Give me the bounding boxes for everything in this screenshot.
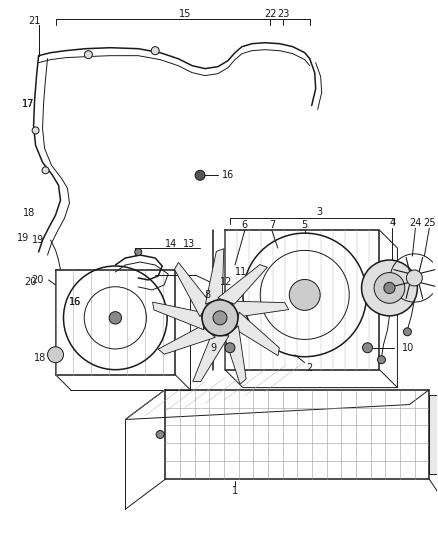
Text: 4: 4 [389,218,396,228]
Circle shape [156,431,164,439]
Text: 1: 1 [232,486,238,496]
Text: 16: 16 [69,297,81,307]
Text: 22: 22 [265,9,277,19]
Text: 5: 5 [302,220,308,230]
Polygon shape [158,326,215,354]
Circle shape [109,312,122,324]
Text: 17: 17 [22,99,35,109]
Text: 20: 20 [25,277,37,287]
Text: 17: 17 [22,99,35,109]
Text: 2: 2 [307,362,313,373]
Text: 19: 19 [17,233,29,243]
Bar [429,394,438,474]
Text: 20: 20 [32,275,44,285]
Text: 13: 13 [183,239,195,249]
Circle shape [195,171,205,180]
Circle shape [403,328,411,336]
Text: 23: 23 [278,9,290,19]
Polygon shape [225,326,246,384]
Text: 12: 12 [220,277,233,287]
Circle shape [213,311,227,325]
Circle shape [384,282,395,294]
Text: 18: 18 [35,353,47,363]
Circle shape [225,343,235,353]
Circle shape [378,356,385,364]
Circle shape [42,167,49,174]
Circle shape [202,300,238,336]
Text: 19: 19 [32,235,45,245]
Text: 10: 10 [403,343,415,353]
Circle shape [289,279,320,310]
Text: 8: 8 [204,290,210,300]
Text: 16: 16 [222,170,234,180]
Polygon shape [152,302,204,330]
Text: 3: 3 [317,207,323,217]
Text: 7: 7 [268,220,275,230]
Text: 24: 24 [409,218,421,228]
Circle shape [406,270,422,286]
Polygon shape [231,301,289,317]
Polygon shape [174,262,209,317]
Text: 14: 14 [165,239,177,249]
Text: 16: 16 [69,297,81,307]
Text: 15: 15 [179,9,191,19]
Text: 11: 11 [235,267,247,277]
Polygon shape [218,264,267,304]
Text: 9: 9 [210,343,216,353]
Circle shape [361,260,417,316]
Text: 25: 25 [423,218,435,228]
Text: 21: 21 [28,16,41,26]
Circle shape [85,51,92,59]
Circle shape [48,347,64,362]
Circle shape [32,127,39,134]
Circle shape [135,248,142,255]
Circle shape [151,47,159,55]
Polygon shape [205,249,224,304]
Polygon shape [193,336,229,382]
Polygon shape [236,312,279,356]
Text: 18: 18 [22,208,35,218]
Circle shape [374,272,405,303]
Text: 6: 6 [242,220,248,230]
Circle shape [363,343,372,353]
